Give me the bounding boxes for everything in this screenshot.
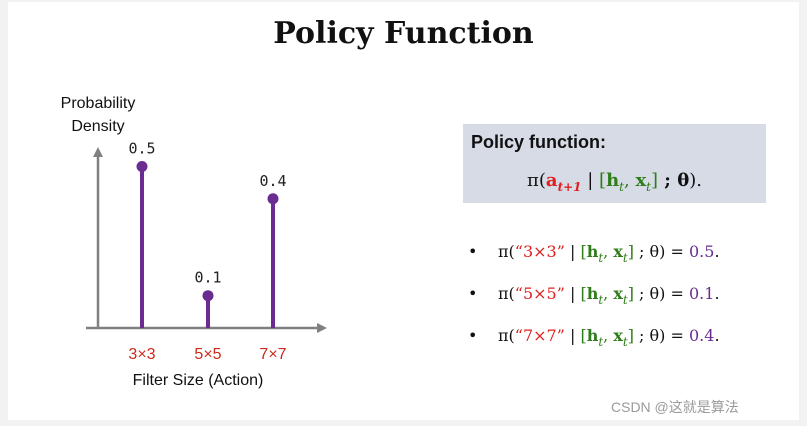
separator: | (581, 170, 600, 191)
x-axis-label: Filter Size (Action) (132, 372, 264, 389)
policy-function-box: Policy function: π(at+1 | [ht, xt] ; θ). (463, 124, 766, 203)
stem-point-3 (267, 193, 279, 205)
formula-end: . (714, 242, 720, 261)
state-close: ] (627, 326, 634, 345)
bullet-dot: • (468, 242, 478, 261)
formula-tail: ; θ) = (633, 284, 689, 303)
probability-value: 0.5 (688, 242, 715, 261)
state-comma: , (603, 284, 614, 303)
theta-symbol: ; θ (658, 170, 690, 191)
policy-values-list: • π(“3×3” | [ht, xt] ; θ) = 0.5. • π(“5×5”… (468, 242, 788, 368)
state-symbol: [ht, xt] (580, 326, 634, 349)
pi-symbol: π( (498, 242, 515, 261)
h-subscript: t (598, 251, 604, 265)
page-title: Policy Function (273, 16, 534, 51)
action-symbol: at+1 (545, 170, 582, 194)
bullet-dot: • (468, 284, 478, 303)
chart-marks: 0.5 3×3 0.1 5×5 0.4 7×7 (128, 139, 286, 363)
value-label-2: 0.1 (194, 269, 221, 287)
y-axis-label: Probability Density (38, 92, 158, 138)
state-close: ] (651, 170, 659, 191)
x-letter: x (613, 284, 623, 303)
state-symbol: [ht, xt] (580, 242, 634, 265)
x-subscript: t (622, 335, 628, 349)
formula-tail: ; θ) = (633, 326, 689, 345)
separator: | (564, 242, 581, 261)
x-letter: x (613, 242, 623, 261)
action-value: “3×3” (514, 242, 565, 261)
action-letter: a (545, 170, 558, 191)
category-label-3: 7×7 (259, 346, 286, 363)
policy-heading: Policy function: (471, 132, 606, 152)
pi-symbol: π( (498, 284, 515, 303)
policy-formula: π(at+1 | [ht, xt] ; θ). (463, 170, 766, 194)
action-value: “5×5” (514, 284, 565, 303)
formula-tail: ; θ) = (633, 242, 689, 261)
state-comma: , (603, 242, 614, 261)
h-subscript: t (598, 293, 604, 307)
y-axis-label-line2: Density (71, 118, 125, 135)
x-letter: x (613, 326, 623, 345)
h-letter: h (586, 326, 599, 345)
separator: | (564, 326, 581, 345)
h-letter: h (586, 284, 599, 303)
h-letter: h (606, 170, 620, 191)
list-item: • π(“5×5” | [ht, xt] ; θ) = 0.1. (468, 284, 788, 326)
value-label-1: 0.5 (128, 139, 155, 157)
probability-stem-chart: 0.5 3×3 0.1 5×5 0.4 7×7 (86, 139, 327, 363)
state-symbol: [ht, xt] (580, 284, 634, 307)
state-close: ] (627, 284, 634, 303)
category-label-1: 3×3 (128, 346, 155, 363)
stem-point-1 (136, 160, 148, 172)
state-symbol: [ht, xt] (599, 170, 659, 194)
state-open: [ (580, 242, 587, 261)
list-item: • π(“7×7” | [ht, xt] ; θ) = 0.4. (468, 326, 788, 368)
formula-end: . (714, 284, 720, 303)
state-open: [ (580, 284, 587, 303)
y-axis-label-line1: Probability (60, 95, 136, 112)
x-subscript: t (622, 251, 628, 265)
state-comma: , (623, 170, 636, 191)
state-open: [ (599, 170, 607, 191)
category-label-2: 5×5 (194, 346, 221, 363)
separator: | (564, 284, 581, 303)
list-item: • π(“3×3” | [ht, xt] ; θ) = 0.5. (468, 242, 788, 284)
formula-close: ). (689, 170, 702, 191)
x-subscript: t (622, 293, 628, 307)
x-letter: x (635, 170, 647, 191)
value-label-3: 0.4 (259, 172, 286, 190)
probability-value: 0.4 (688, 326, 715, 345)
stem-point-2 (202, 290, 214, 302)
action-value: “7×7” (514, 326, 565, 345)
h-subscript: t (598, 335, 604, 349)
state-open: [ (580, 326, 587, 345)
pi-symbol: π( (527, 170, 546, 191)
pi-symbol: π( (498, 326, 515, 345)
h-letter: h (586, 242, 599, 261)
h-subscript: t (619, 180, 624, 194)
slide: Policy Function Probability Density 0.5 3… (8, 2, 799, 420)
state-close: ] (627, 242, 634, 261)
probability-value: 0.1 (688, 284, 715, 303)
bullet-dot: • (468, 326, 478, 345)
state-comma: , (603, 326, 614, 345)
formula-end: . (714, 326, 720, 345)
action-subscript: t+1 (557, 180, 582, 194)
x-subscript: t (646, 180, 651, 194)
watermark: CSDN @这就是算法 (611, 399, 739, 415)
